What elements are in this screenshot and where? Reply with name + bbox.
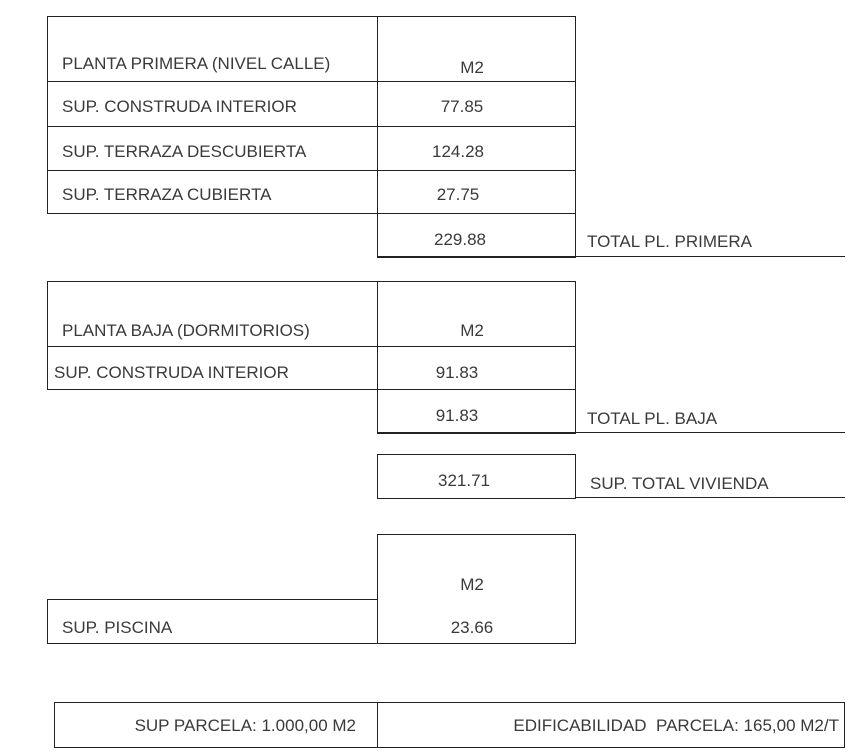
divider (47, 170, 575, 171)
vivienda-total-label: SUP. TOTAL VIVIENDA (590, 474, 769, 493)
divider (575, 497, 845, 498)
total-label: TOTAL PL. BAJA (587, 409, 718, 428)
planta-primera-value-column (377, 16, 576, 258)
row-label: SUP. TERRAZA CUBIERTA (62, 185, 272, 204)
vivienda-total-value: 321.71 (438, 471, 490, 490)
row-label: SUP. CONSTRUDA INTERIOR (54, 363, 289, 382)
total-value: 91.83 (435, 406, 479, 425)
total-label: TOTAL PL. PRIMERA (587, 232, 753, 251)
unit-header: M2 (460, 58, 484, 77)
parcela-superficie: SUP PARCELA: 1.000,00 M2 (134, 716, 356, 735)
planta-baja-value-column (377, 281, 576, 434)
divider (47, 346, 575, 347)
divider (377, 432, 845, 433)
planta-primera-header: PLANTA PRIMERA (NIVEL CALLE) (62, 54, 331, 73)
planta-baja-header: PLANTA BAJA (DORMITORIOS) (62, 321, 310, 340)
piscina-value: 23.66 (450, 618, 494, 637)
piscina-value-column (377, 534, 576, 644)
piscina-label-cell (47, 599, 378, 644)
divider (377, 389, 575, 390)
divider (377, 213, 575, 214)
piscina-label: SUP. PISCINA (62, 618, 173, 637)
unit-header: M2 (460, 321, 484, 340)
row-value: 27.75 (436, 185, 480, 204)
unit-header: M2 (460, 575, 484, 594)
row-value: 77.85 (440, 97, 484, 116)
divider (377, 256, 845, 257)
divider (47, 126, 575, 127)
divider (47, 81, 575, 82)
parcela-edificabilidad-cell (377, 702, 845, 748)
parcela-edificabilidad: EDIFICABILIDAD PARCELA: 165,00 M2/T (513, 716, 839, 735)
row-label: SUP. CONSTRUDA INTERIOR (62, 97, 297, 116)
row-value: 124.28 (432, 142, 484, 161)
total-value: 229.88 (434, 230, 486, 249)
row-value: 91.83 (435, 363, 479, 382)
vivienda-value-box (377, 454, 576, 499)
row-label: SUP. TERRAZA DESCUBIERTA (62, 142, 307, 161)
